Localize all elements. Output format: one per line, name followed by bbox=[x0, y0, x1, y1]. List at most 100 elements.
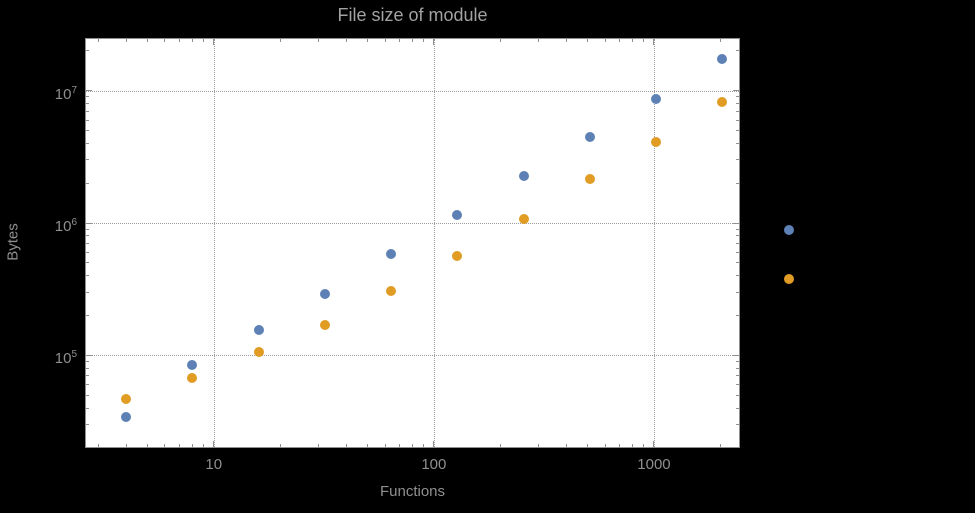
x-tick-mark bbox=[179, 39, 181, 42]
y-tick-mark bbox=[736, 119, 739, 121]
series-orange-point bbox=[253, 346, 264, 357]
y-tick-mark bbox=[86, 407, 89, 409]
series-blue-point bbox=[452, 210, 463, 221]
gridline-horizontal bbox=[86, 355, 739, 357]
y-tick-mark bbox=[86, 103, 89, 104]
y-tick-mark bbox=[736, 407, 739, 409]
series-orange-point bbox=[783, 273, 794, 284]
x-tick-mark bbox=[367, 39, 369, 42]
y-tick-mark bbox=[86, 235, 89, 237]
x-tick-mark bbox=[279, 444, 281, 447]
x-tick-mark bbox=[619, 39, 621, 42]
y-tick-mark bbox=[86, 182, 89, 184]
y-tick-label: 105 bbox=[54, 349, 77, 368]
gridline-vertical bbox=[653, 39, 655, 447]
y-tick-mark bbox=[736, 243, 739, 245]
y-tick-mark bbox=[86, 315, 89, 317]
y-tick-mark bbox=[736, 130, 739, 132]
x-tick-label: 10 bbox=[205, 456, 223, 473]
x-tick-mark bbox=[653, 39, 655, 45]
y-tick-mark bbox=[86, 394, 89, 396]
series-blue-point bbox=[518, 171, 529, 182]
series-blue-point bbox=[253, 325, 264, 336]
x-tick-mark bbox=[98, 444, 100, 447]
x-tick-mark bbox=[203, 39, 205, 42]
x-tick-mark bbox=[147, 39, 148, 42]
x-tick-mark bbox=[412, 444, 414, 447]
y-tick-mark bbox=[86, 354, 92, 356]
series-orange-point bbox=[651, 136, 662, 147]
x-tick-mark bbox=[719, 444, 721, 447]
x-tick-mark bbox=[98, 39, 100, 42]
y-tick-mark bbox=[86, 251, 89, 253]
y-tick-mark bbox=[736, 159, 739, 161]
x-tick-mark bbox=[125, 39, 127, 42]
x-tick-mark bbox=[191, 444, 193, 447]
y-tick-mark bbox=[736, 142, 739, 144]
y-tick-mark bbox=[736, 110, 739, 112]
series-orange-point bbox=[121, 393, 132, 404]
y-tick-mark bbox=[86, 110, 89, 112]
x-tick-mark bbox=[318, 444, 320, 447]
y-tick-mark bbox=[736, 103, 739, 104]
x-tick-mark bbox=[643, 39, 645, 42]
y-tick-mark bbox=[736, 367, 739, 369]
y-tick-mark bbox=[86, 384, 89, 386]
x-tick-mark bbox=[367, 444, 369, 447]
y-tick-mark bbox=[86, 291, 89, 293]
y-tick-mark bbox=[736, 50, 739, 52]
x-tick-label: 1000 bbox=[637, 456, 671, 473]
y-tick-mark bbox=[86, 243, 89, 245]
y-tick-mark bbox=[86, 424, 89, 426]
x-tick-mark bbox=[565, 444, 567, 447]
x-tick-mark bbox=[433, 441, 435, 447]
x-tick-mark bbox=[203, 444, 205, 447]
y-tick-mark bbox=[86, 119, 89, 121]
y-tick-mark bbox=[736, 361, 739, 363]
y-tick-mark bbox=[86, 90, 92, 92]
x-tick-mark bbox=[643, 444, 645, 447]
x-tick-mark bbox=[719, 39, 721, 42]
x-tick-mark bbox=[179, 444, 181, 447]
series-orange-point bbox=[386, 286, 397, 297]
y-tick-mark bbox=[736, 394, 739, 396]
x-tick-mark bbox=[279, 39, 281, 42]
y-tick-mark bbox=[733, 90, 739, 92]
y-tick-mark bbox=[736, 275, 739, 277]
y-tick-mark bbox=[733, 354, 739, 356]
y-tick-mark bbox=[736, 262, 739, 264]
y-tick-mark bbox=[86, 50, 89, 52]
series-orange-point bbox=[518, 213, 529, 224]
gridline-vertical bbox=[433, 39, 435, 447]
y-tick-mark bbox=[736, 315, 739, 317]
series-orange-point bbox=[452, 251, 463, 262]
y-tick-mark bbox=[86, 275, 89, 277]
gridline-horizontal bbox=[86, 223, 739, 225]
x-tick-label: 100 bbox=[421, 456, 447, 473]
series-blue-point bbox=[386, 249, 397, 260]
series-orange-point bbox=[187, 372, 198, 383]
plot-area bbox=[85, 38, 740, 448]
y-tick-mark bbox=[733, 222, 739, 224]
x-tick-mark bbox=[433, 39, 435, 45]
x-tick-mark bbox=[345, 39, 347, 42]
x-tick-mark bbox=[164, 39, 166, 42]
y-tick-mark bbox=[736, 228, 739, 230]
series-blue-point bbox=[783, 225, 794, 236]
x-tick-mark bbox=[499, 444, 501, 447]
y-tick-mark bbox=[736, 375, 739, 377]
x-tick-mark bbox=[318, 39, 320, 42]
y-tick-mark bbox=[86, 142, 89, 144]
x-tick-mark bbox=[164, 444, 166, 447]
x-tick-mark bbox=[423, 444, 425, 447]
x-axis-label: Functions bbox=[379, 483, 446, 500]
x-tick-mark bbox=[538, 39, 540, 42]
series-orange-point bbox=[584, 174, 595, 185]
series-blue-point bbox=[584, 131, 595, 142]
y-tick-mark bbox=[736, 424, 739, 426]
x-tick-mark bbox=[653, 441, 655, 447]
y-tick-mark bbox=[86, 361, 89, 363]
y-tick-mark bbox=[736, 96, 739, 98]
x-tick-mark bbox=[604, 39, 606, 42]
